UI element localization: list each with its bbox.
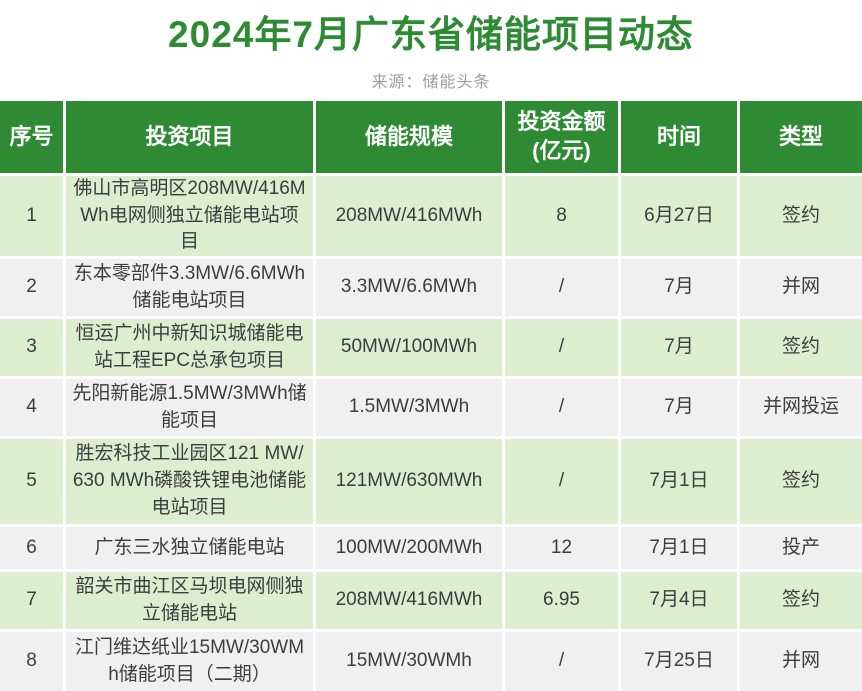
row4-date-cell: 7月 [621, 379, 737, 436]
row4-no-cell: 4 [0, 379, 63, 436]
row2-type-cell: 并网 [740, 259, 862, 316]
storage-projects-table: 序号 投资项目 储能规模 投资金额 (亿元) 时间 类型 1 佛山市高明区208M… [0, 101, 862, 691]
row7-amount-cell: 6.95 [505, 572, 618, 629]
row4-scale-cell: 1.5MW/3MWh [316, 379, 502, 436]
row1-no-cell: 1 [0, 176, 63, 256]
row3-project-cell: 恒运广州中新知识城储能电站工程EPC总承包项目 [66, 319, 313, 376]
row6-date-cell: 7月1日 [621, 527, 737, 569]
row8-scale-cell: 15MW/30WMh [316, 632, 502, 691]
row3-amount-cell: / [505, 319, 618, 376]
header-date: 时间 [621, 101, 737, 173]
row5-project-cell: 胜宏科技工业园区121 MW/630 MWh磷酸铁锂电池储能电站项目 [66, 439, 313, 524]
header-no-label: 序号 [9, 123, 54, 149]
row2-no-cell: 2 [0, 259, 63, 316]
row1-project-cell: 佛山市高明区208MW/416MWh电网侧独立储能电站项目 [66, 176, 313, 256]
row6-scale-cell: 100MW/200MWh [316, 527, 502, 569]
header-project-label: 投资项目 [145, 123, 234, 149]
row6-no-cell: 6 [0, 527, 63, 569]
row3-type-cell: 签约 [740, 319, 862, 376]
row6-type-cell: 投产 [740, 527, 862, 569]
row5-type-cell: 签约 [740, 439, 862, 524]
page-title: 2024年7月广东省储能项目动态 [168, 14, 694, 55]
row1-amount-cell: 8 [505, 176, 618, 256]
row5-scale-cell: 121MW/630MWh [316, 439, 502, 524]
row7-type-cell: 签约 [740, 572, 862, 629]
row7-project-cell: 韶关市曲江区马坝电网侧独立储能电站 [66, 572, 313, 629]
source-attribution: 来源：储能头条 [371, 74, 491, 91]
header-scale-label: 储能规模 [364, 123, 453, 149]
row7-scale-cell: 208MW/416MWh [316, 572, 502, 629]
row4-project-cell: 先阳新能源1.5MW/3MWh储能项目 [66, 379, 313, 436]
row5-amount-cell: / [505, 439, 618, 524]
header-project: 投资项目 [66, 101, 313, 173]
row8-type-cell: 并网 [740, 632, 862, 691]
header-amount-label-line2: (亿元) [532, 138, 591, 163]
row2-project-cell: 东本零部件3.3MW/6.6MWh储能电站项目 [66, 259, 313, 316]
row4-type-cell: 并网投运 [740, 379, 862, 436]
row7-date-cell: 7月4日 [621, 572, 737, 629]
header-no: 序号 [0, 101, 63, 173]
row2-scale-cell: 3.3MW/6.6MWh [316, 259, 502, 316]
row6-amount-cell: 12 [505, 527, 618, 569]
row8-project-cell: 江门维达纸业15MW/30WMh储能项目（二期） [66, 632, 313, 691]
header-amount: 投资金额 (亿元) [505, 101, 618, 173]
header-scale: 储能规模 [316, 101, 502, 173]
row5-no-cell: 5 [0, 439, 63, 524]
row2-amount-cell: / [505, 259, 618, 316]
row2-date-cell: 7月 [621, 259, 737, 316]
row4-amount-cell: / [505, 379, 618, 436]
row3-scale-cell: 50MW/100MWh [316, 319, 502, 376]
row8-amount-cell: / [505, 632, 618, 691]
header-type-label: 类型 [778, 123, 823, 149]
row8-date-cell: 7月25日 [621, 632, 737, 691]
row6-project-cell: 广东三水独立储能电站 [66, 527, 313, 569]
row1-scale-cell: 208MW/416MWh [316, 176, 502, 256]
row7-no-cell: 7 [0, 572, 63, 629]
row1-type-cell: 签约 [740, 176, 862, 256]
header-amount-label-line1: 投资金额 [517, 109, 606, 135]
header-type: 类型 [740, 101, 862, 173]
row1-date-cell: 6月27日 [621, 176, 737, 256]
row3-no-cell: 3 [0, 319, 63, 376]
row3-date-cell: 7月 [621, 319, 737, 376]
row5-date-cell: 7月1日 [621, 439, 737, 524]
row8-no-cell: 8 [0, 632, 63, 691]
header-date-label: 时间 [656, 123, 701, 149]
